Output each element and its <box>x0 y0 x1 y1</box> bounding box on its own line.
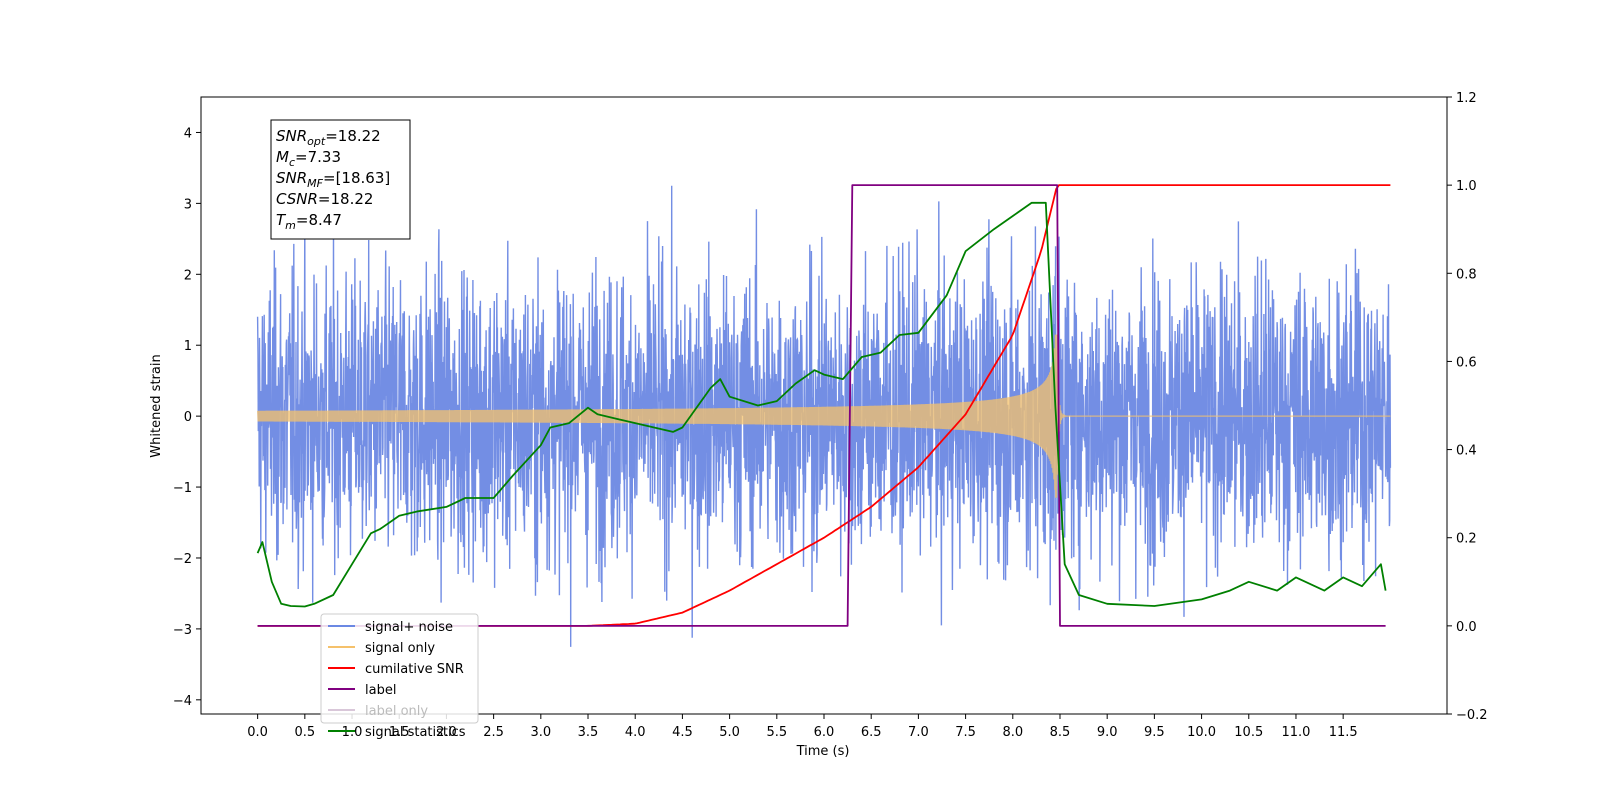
series-signal-only <box>257 334 1391 498</box>
annotation-line: SNRMF=[18.63] <box>276 169 390 190</box>
x-tick-label: 8.5 <box>1050 725 1071 740</box>
x-tick-label: 10.5 <box>1234 725 1263 740</box>
y-left-tick-label: −4 <box>173 694 192 709</box>
series-signal-statistics <box>256 201 1387 608</box>
annotation-line: CSNR=18.22 <box>276 190 373 208</box>
y-axis-right: 1.2 1.0 0.8 0.6 0.4 0.2 0.0 −0.2 <box>1447 91 1488 723</box>
legend-entry: signal statistics <box>365 725 466 740</box>
x-tick-label: 3.0 <box>530 725 551 740</box>
annotation-symbol: SNR <box>276 169 307 187</box>
annotation-line: SNRopt=18.22 <box>276 127 381 148</box>
y-left-tick-label: 3 <box>184 197 192 212</box>
x-tick-label: 9.5 <box>1144 725 1165 740</box>
y-right-tick-label: 0.4 <box>1456 444 1477 459</box>
y-right-tick-label: 1.2 <box>1456 91 1477 106</box>
annotation-value: =7.33 <box>295 148 341 166</box>
y-left-tick-label: −3 <box>173 623 192 638</box>
x-tick-label: 1.0 <box>342 725 363 740</box>
x-tick-label: 4.0 <box>625 725 646 740</box>
x-tick-label: 2.0 <box>436 725 457 740</box>
annotation-symbol: M <box>276 148 289 166</box>
x-tick-label: 6.5 <box>861 725 882 740</box>
annotation-line: Mc=7.33 <box>276 148 341 169</box>
annotation-value: =[18.63] <box>323 169 390 187</box>
annotation-value: =8.47 <box>296 211 342 229</box>
stats-annotation-box: SNRopt=18.22Mc=7.33SNRMF=[18.63]CSNR=18.… <box>270 119 411 240</box>
series-signal-noise <box>256 185 1392 647</box>
annotation-frame <box>270 119 411 240</box>
y-left-tick-label: −2 <box>173 552 192 567</box>
x-tick-label: 0.0 <box>247 725 268 740</box>
annotation-symbol: T <box>276 211 287 229</box>
y-right-tick-label: 1.0 <box>1456 179 1477 194</box>
x-tick-label: 3.5 <box>578 725 599 740</box>
x-tick-label: 5.0 <box>719 725 740 740</box>
legend-entry: label only <box>365 704 428 719</box>
x-axis: 0.0 0.5 1.0 1.5 2.0 2.5 3.0 3.5 4.0 4.5 5.0 5.5 6.0 6… <box>247 714 1358 740</box>
y-axis-left: 4 3 2 1 0 −1 −2 −3 −4 <box>173 126 201 709</box>
legend: signal+ noise signal only cumilative SNR la… <box>320 613 479 740</box>
legend-entry: signal+ noise <box>365 620 453 635</box>
y-left-tick-label: 4 <box>184 126 192 141</box>
x-tick-label: 1.5 <box>389 725 410 740</box>
legend-frame <box>320 613 479 724</box>
annotation-line: Tm=8.47 <box>276 211 342 232</box>
y-left-tick-label: 1 <box>184 339 192 354</box>
x-axis-label: Time (s) <box>796 744 850 759</box>
x-tick-label: 0.5 <box>294 725 315 740</box>
series-label <box>257 184 1386 627</box>
x-tick-label: 7.5 <box>955 725 976 740</box>
y-right-tick-label: 0.0 <box>1456 620 1477 635</box>
legend-entry: cumilative SNR <box>365 662 464 677</box>
y-right-tick-label: −0.2 <box>1456 708 1488 723</box>
y-left-tick-label: 0 <box>184 410 192 425</box>
annotation-subscript: MF <box>307 177 323 190</box>
y-right-tick-label: 0.2 <box>1456 532 1477 547</box>
y-right-tick-label: 0.6 <box>1456 355 1477 370</box>
x-tick-label: 4.5 <box>672 725 693 740</box>
x-tick-label: 6.0 <box>814 725 835 740</box>
x-tick-label: 11.0 <box>1281 725 1310 740</box>
annotation-value: =18.22 <box>325 127 381 145</box>
x-tick-label: 11.5 <box>1329 725 1358 740</box>
annotation-subscript: m <box>285 219 296 232</box>
y-left-tick-label: 2 <box>184 268 192 283</box>
x-tick-label: 5.5 <box>766 725 787 740</box>
annotation-value: =18.22 <box>318 190 374 208</box>
annotation-symbol: SNR <box>276 127 307 145</box>
x-tick-label: 7.0 <box>908 725 929 740</box>
legend-entry: label <box>365 683 396 698</box>
legend-entry: signal only <box>365 641 435 656</box>
annotation-subscript: opt <box>307 135 326 148</box>
x-tick-label: 8.0 <box>1002 725 1023 740</box>
annotation-symbol: CSNR <box>276 190 318 208</box>
annotation-subscript: c <box>289 156 295 169</box>
x-tick-label: 9.0 <box>1097 725 1118 740</box>
y-left-tick-label: −1 <box>173 481 192 496</box>
x-tick-label: 10.0 <box>1187 725 1216 740</box>
y-right-tick-label: 0.8 <box>1456 267 1477 282</box>
series-layer <box>256 184 1392 647</box>
y-axis-label: Whitened strain <box>149 354 164 457</box>
x-tick-label: 2.5 <box>483 725 504 740</box>
